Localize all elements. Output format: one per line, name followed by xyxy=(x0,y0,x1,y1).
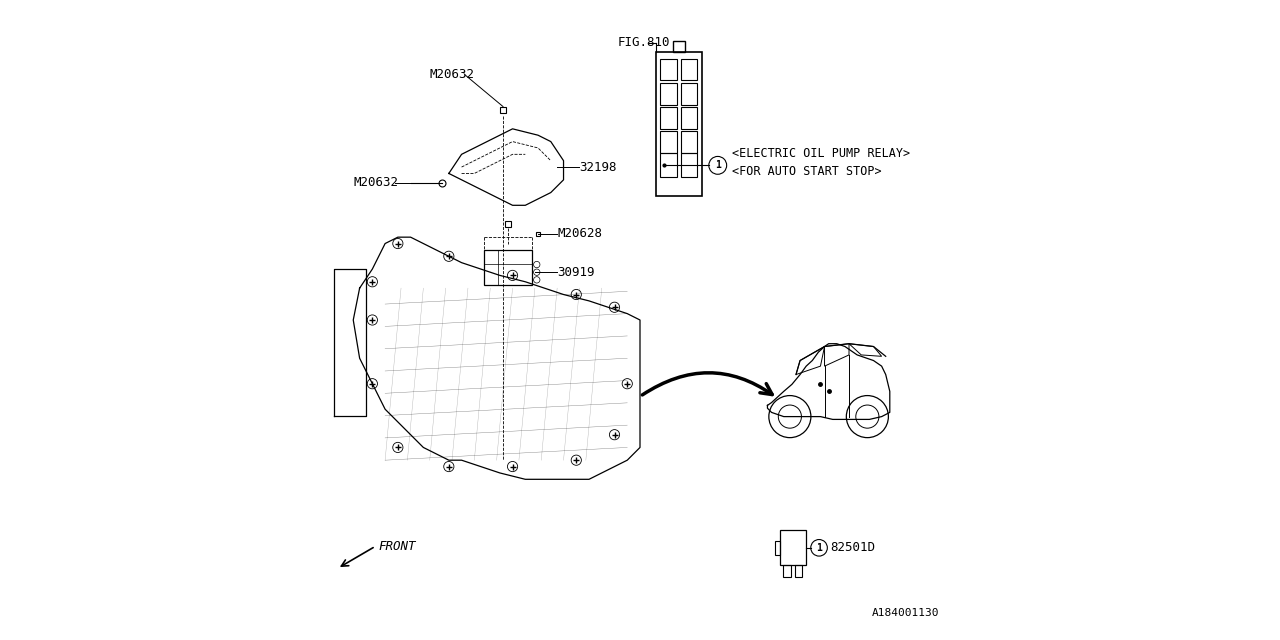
Text: FRONT: FRONT xyxy=(379,540,416,553)
Bar xyxy=(783,565,791,577)
Text: M20632: M20632 xyxy=(430,68,475,81)
Bar xyxy=(681,83,698,104)
Text: <FOR AUTO START STOP>: <FOR AUTO START STOP> xyxy=(732,165,882,178)
Text: A184001130: A184001130 xyxy=(872,608,940,618)
Bar xyxy=(781,531,805,565)
Bar xyxy=(655,52,701,196)
Bar xyxy=(681,59,698,81)
Circle shape xyxy=(769,396,812,438)
Text: M20628: M20628 xyxy=(557,227,602,241)
Circle shape xyxy=(709,156,727,174)
Text: <ELECTRIC OIL PUMP RELAY>: <ELECTRIC OIL PUMP RELAY> xyxy=(732,147,910,161)
Bar xyxy=(776,541,781,555)
Bar xyxy=(681,131,698,153)
Bar xyxy=(484,250,531,285)
Circle shape xyxy=(846,396,888,438)
Text: 32198: 32198 xyxy=(580,161,617,173)
Bar xyxy=(681,154,698,177)
Bar xyxy=(673,41,685,52)
Bar xyxy=(660,83,677,104)
Text: M20632: M20632 xyxy=(353,177,398,189)
Bar xyxy=(660,107,677,129)
Text: 30919: 30919 xyxy=(557,266,595,278)
Bar xyxy=(660,131,677,153)
Text: 1: 1 xyxy=(714,161,721,170)
Text: 1: 1 xyxy=(817,543,822,553)
Text: FIG.810: FIG.810 xyxy=(618,36,671,49)
Bar xyxy=(681,107,698,129)
Bar xyxy=(660,59,677,81)
Text: 82501D: 82501D xyxy=(829,541,876,554)
Bar xyxy=(660,154,677,177)
Bar xyxy=(795,565,803,577)
Circle shape xyxy=(810,540,827,556)
